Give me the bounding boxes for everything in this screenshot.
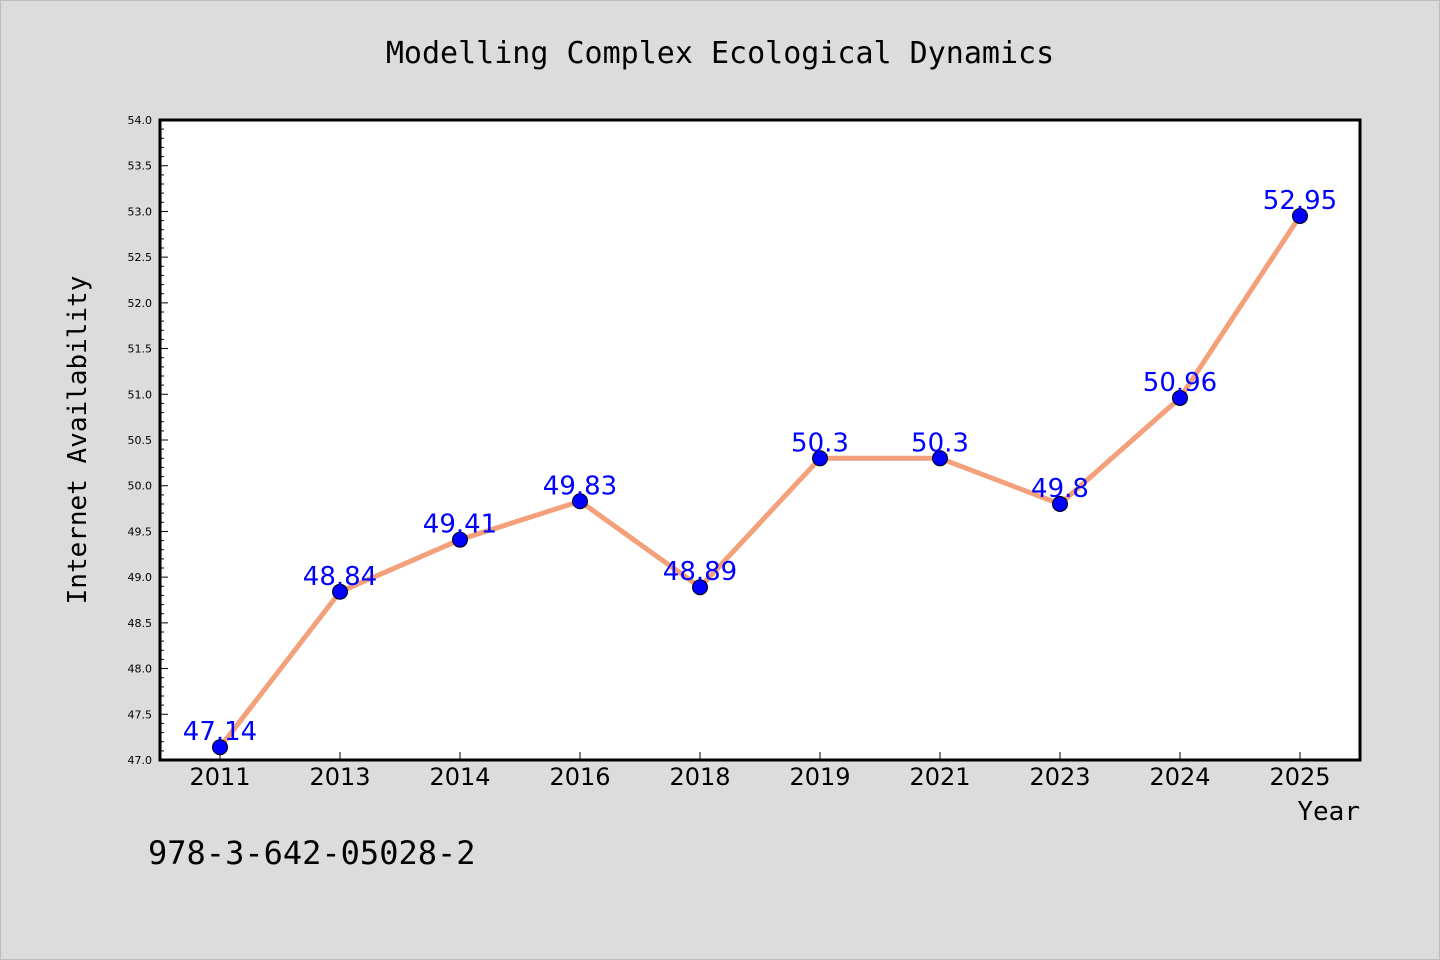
data-point-marker — [812, 450, 828, 467]
data-point-label: 52.95 — [1263, 186, 1337, 216]
y-tick-label: 47.0 — [128, 754, 153, 767]
y-tick-label: 52.5 — [128, 251, 153, 264]
data-point-label: 48.89 — [663, 557, 737, 587]
data-point-label: 50.3 — [791, 428, 849, 458]
y-tick-label: 54.0 — [128, 114, 153, 127]
x-tick-label: 2025 — [1269, 763, 1330, 791]
y-axis-label: Internet Availability — [63, 276, 93, 605]
plot-area — [160, 120, 1360, 760]
y-tick-label: 53.5 — [128, 160, 153, 173]
y-tick-label: 51.0 — [128, 388, 153, 401]
data-point-marker — [1172, 389, 1188, 406]
y-axis-ticks: 47.0 47.5 48.0 48.5 49.0 49.5 50.0 50.5 51.0 51.5… — [128, 114, 168, 767]
y-tick-label: 51.5 — [128, 343, 153, 356]
x-tick-label: 2016 — [549, 763, 610, 791]
data-point-marker — [332, 583, 348, 600]
x-tick-label: 2014 — [429, 763, 490, 791]
x-axis-ticks: 2011 2013 2014 2016 2018 2019 2021 2023 2024 2025 — [189, 752, 1331, 791]
data-point-marker — [1052, 496, 1068, 512]
x-tick-label: 2011 — [189, 763, 250, 791]
x-tick-label: 2019 — [789, 763, 850, 791]
y-tick-label: 48.5 — [128, 617, 153, 630]
y-tick-label: 47.5 — [128, 708, 153, 721]
x-tick-label: 2023 — [1029, 763, 1090, 791]
x-tick-label: 2018 — [669, 763, 730, 791]
data-point-label: 50.96 — [1143, 368, 1217, 398]
x-axis-label: Year — [1297, 797, 1360, 827]
x-tick-label: 2021 — [909, 763, 970, 791]
y-tick-label: 50.5 — [128, 434, 153, 447]
data-point-label: 49.8 — [1031, 474, 1089, 504]
y-tick-label: 50.0 — [128, 480, 153, 493]
data-point-marker — [212, 739, 228, 756]
figure-annotation: 978-3-642-05028-2 — [148, 834, 476, 872]
data-label-group: 47.14 48.84 49.41 49.83 48.89 50.3 50.3 49.8 50.… — [183, 186, 1337, 747]
y-tick-label: 53.0 — [128, 205, 153, 218]
data-point-marker — [932, 450, 948, 467]
y-tick-label: 49.5 — [128, 525, 153, 538]
y-tick-label: 52.0 — [128, 297, 153, 310]
data-point-label: 48.84 — [303, 562, 377, 592]
chart-title: Modelling Complex Ecological Dynamics — [386, 36, 1054, 71]
x-tick-label: 2013 — [309, 763, 370, 791]
data-point-marker — [452, 531, 468, 548]
data-point-marker — [1292, 208, 1308, 224]
x-tick-label: 2024 — [1149, 763, 1210, 791]
data-point-label: 49.41 — [423, 510, 497, 540]
y-tick-label: 48.0 — [128, 663, 153, 676]
plot-border — [158, 118, 1362, 762]
data-point-marker — [692, 579, 708, 596]
y-tick-label: 49.0 — [128, 571, 153, 584]
data-point-marker — [572, 493, 588, 510]
data-point-label: 49.83 — [543, 471, 617, 501]
series-line-group — [217, 213, 1303, 750]
marker-group — [212, 208, 1308, 756]
series-line — [217, 213, 1303, 750]
data-point-label: 47.14 — [183, 717, 257, 747]
data-point-label: 50.3 — [911, 428, 969, 458]
